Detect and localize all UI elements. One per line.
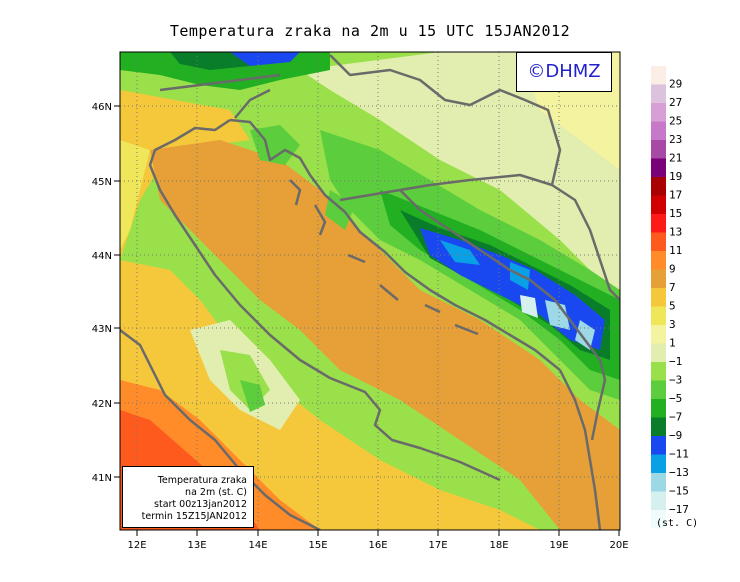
legend-swatch <box>651 436 666 455</box>
legend-label: −9 <box>669 429 682 442</box>
map-title: Temperatura zraka na 2m u 15 UTC 15JAN20… <box>169 22 571 40</box>
info-line: na 2m (st. C) <box>185 487 247 498</box>
lon-label: 13E <box>187 540 206 551</box>
legend-label: 1 <box>669 337 676 350</box>
legend-swatch <box>651 362 666 381</box>
legend-swatch <box>651 510 666 529</box>
legend-swatch <box>651 306 666 325</box>
lat-label: 43N <box>92 324 112 335</box>
legend-swatch <box>651 491 666 510</box>
legend-swatch <box>651 325 666 344</box>
legend-swatch <box>651 288 666 307</box>
legend-label: −15 <box>669 485 689 498</box>
legend-label: −11 <box>669 448 689 461</box>
plot-frame <box>119 51 621 531</box>
lon-axis: 12E 13E 14E 15E 16E 17E 18E 19E 20E <box>127 530 629 551</box>
legend-swatch <box>651 84 666 103</box>
lon-label: 12E <box>127 540 146 551</box>
legend-label: −5 <box>669 392 682 405</box>
lat-label: 44N <box>92 251 112 262</box>
lon-label: 14E <box>248 540 267 551</box>
legend-label: 19 <box>669 170 682 183</box>
lat-label: 42N <box>92 399 112 410</box>
lon-label: 15E <box>308 540 327 551</box>
legend-label: 9 <box>669 263 676 276</box>
legend-swatch <box>651 103 666 122</box>
legend-label: −17 <box>669 503 689 516</box>
legend-swatch <box>651 380 666 399</box>
legend-label: 13 <box>669 226 682 239</box>
lat-label: 41N <box>92 473 112 484</box>
legend-label: 11 <box>669 244 682 257</box>
legend-swatch <box>651 232 666 251</box>
legend-swatch <box>651 66 666 85</box>
coastlines <box>120 54 620 530</box>
legend-label: 5 <box>669 300 676 313</box>
legend-label: 25 <box>669 115 682 128</box>
color-legend: 29 27 25 23 21 19 17 15 13 11 9 7 5 3 1 −1 −3 −5 −7 −9 −11 −1… <box>651 66 689 529</box>
lon-label: 20E <box>609 540 628 551</box>
legend-swatch <box>651 399 666 418</box>
lon-label: 17E <box>428 540 447 551</box>
legend-swatch <box>651 177 666 196</box>
lat-axis: 46N 45N 44N 43N 42N 41N <box>92 102 120 484</box>
legend-label: 7 <box>669 281 676 294</box>
lat-label: 46N <box>92 102 112 113</box>
legend-label: −13 <box>669 466 689 479</box>
legend-label: 15 <box>669 207 682 220</box>
legend-swatch <box>651 158 666 177</box>
legend-swatch <box>651 269 666 288</box>
legend-swatch <box>651 195 666 214</box>
legend-label: −1 <box>669 355 682 368</box>
legend-label: 17 <box>669 189 682 202</box>
legend-swatch <box>651 121 666 140</box>
legend-label: −3 <box>669 374 682 387</box>
legend-label: 23 <box>669 133 682 146</box>
info-line: start 00z13jan2012 <box>154 499 247 510</box>
legend-label: −7 <box>669 411 682 424</box>
legend-label: 3 <box>669 318 676 331</box>
info-line: Temperatura zraka <box>157 475 247 486</box>
dhmz-logo: ©DHMZ <box>516 52 612 92</box>
legend-swatch <box>651 214 666 233</box>
legend-swatch <box>651 343 666 362</box>
lat-label: 45N <box>92 177 112 188</box>
legend-swatch <box>651 417 666 436</box>
legend-swatch <box>651 473 666 492</box>
legend-units: (st. C) <box>656 518 699 529</box>
lon-label: 16E <box>368 540 387 551</box>
legend-label: 27 <box>669 96 682 109</box>
info-line: termin 15Z15JAN2012 <box>141 511 247 522</box>
temperature-field <box>120 52 620 530</box>
legend-label: 29 <box>669 78 682 91</box>
legend-swatch <box>651 140 666 159</box>
legend-label: 21 <box>669 152 682 165</box>
legend-swatch <box>651 454 666 473</box>
legend-swatch <box>651 251 666 270</box>
lon-label: 19E <box>549 540 568 551</box>
lon-label: 18E <box>489 540 508 551</box>
info-box: Temperatura zraka na 2m (st. C) start 00… <box>122 466 254 528</box>
